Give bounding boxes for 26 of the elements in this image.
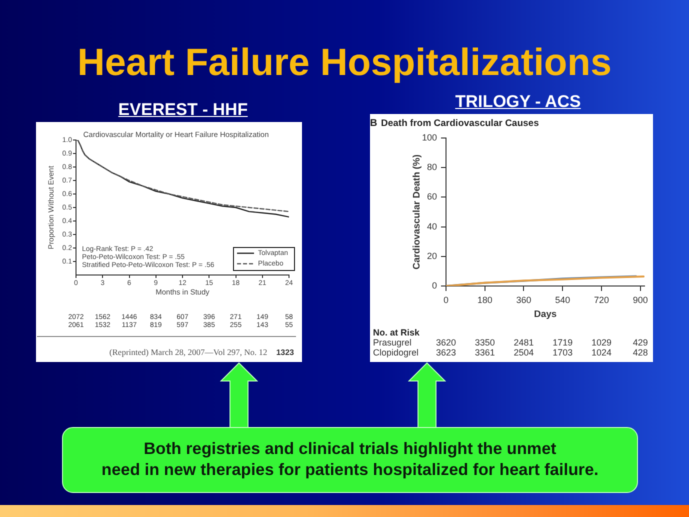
x-tick-label: 540 [555, 294, 570, 305]
text: B [370, 118, 378, 130]
chart-title: TRILOGY - ACS [454, 92, 582, 111]
text: Clopidogrel [373, 347, 419, 358]
y-tick-label: 40 [426, 221, 437, 232]
text: No. at Risk [373, 327, 421, 338]
text: Heart Failure Hospitalizations [76, 41, 613, 86]
x-tick-label: 0 [443, 294, 449, 305]
chart-title: EVEREST - HHF [117, 100, 249, 119]
text: (Reprinted) March 28, 2007—Vol 297, No. 12 [109, 347, 268, 357]
text: Both registries and clinical trials highlight the unmet need in new therapies for patients hospitalized for heart failure. [102, 439, 598, 481]
y-axis-title: Cardiovascular Death (%) [411, 154, 422, 270]
y-tick-label: 100 [422, 132, 437, 142]
y-tick-label: 60 [426, 192, 437, 202]
x-tick-label: 900 [632, 294, 648, 305]
x-tick-label: 360 [516, 294, 532, 305]
text: Prasugrel [373, 337, 412, 348]
x-axis-title: Days [534, 308, 557, 320]
text: 3620 3350 2481 1719 1029 429 [436, 337, 648, 348]
y-tick-label: 80 [426, 162, 437, 172]
x-tick-label: 720 [594, 294, 610, 305]
text: 1323 [276, 348, 294, 357]
y-tick-label: 20 [426, 250, 437, 261]
text: 3623 3361 2504 1703 1024 428 [436, 347, 648, 358]
x-tick-label: 180 [477, 294, 492, 305]
chart-subtitle: Death from Cardiovascular Causes [381, 118, 540, 130]
